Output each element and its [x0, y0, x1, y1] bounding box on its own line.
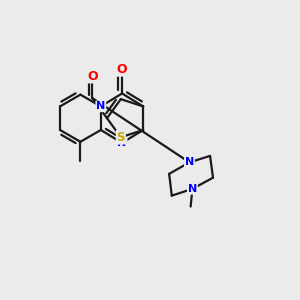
Text: N: N — [188, 184, 197, 194]
Text: O: O — [87, 70, 98, 83]
Text: N: N — [96, 101, 106, 111]
Text: N: N — [117, 138, 127, 148]
Text: S: S — [117, 131, 125, 144]
Text: N: N — [185, 158, 194, 167]
Text: O: O — [117, 63, 127, 76]
